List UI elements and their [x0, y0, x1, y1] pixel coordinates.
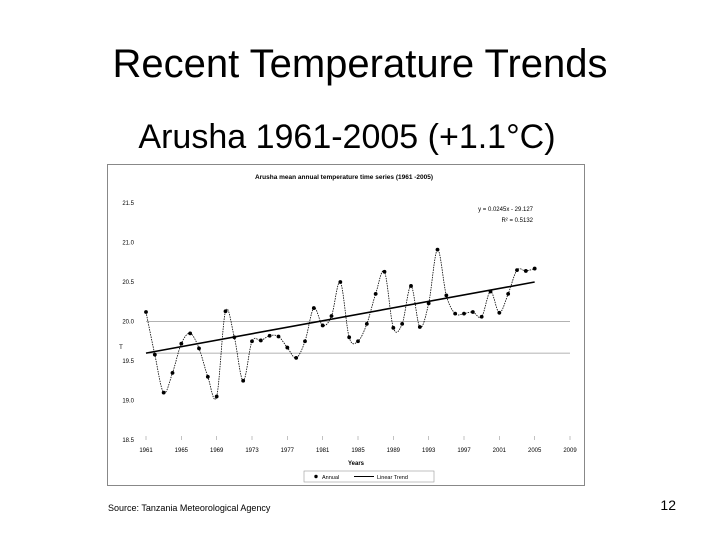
data-point — [179, 341, 184, 346]
y-tick-label: 21.0 — [122, 241, 134, 247]
chart-title: Arusha mean annual temperature time seri… — [255, 174, 433, 181]
data-point — [409, 284, 413, 288]
data-point — [364, 321, 369, 326]
data-point — [453, 311, 458, 316]
data-point — [479, 314, 484, 319]
y-tick-label: 19.5 — [122, 359, 134, 365]
chart-frame: Arusha mean annual temperature time seri… — [107, 164, 585, 486]
data-point — [161, 390, 166, 395]
x-tick-label: 2005 — [528, 448, 542, 454]
data-point — [515, 268, 519, 273]
data-point — [188, 331, 193, 336]
x-tick-label: 1993 — [422, 448, 436, 454]
data-point — [391, 325, 396, 330]
data-point — [258, 338, 263, 343]
data-point — [338, 280, 343, 284]
x-tick-label: 1965 — [175, 448, 189, 454]
x-tick-label: 1973 — [245, 448, 259, 454]
x-tick-label: 1981 — [316, 448, 330, 454]
slide-subtitle: Arusha 1961-2005 (+1.1°C) — [138, 118, 556, 156]
data-point — [294, 355, 299, 360]
axis-ticks: 21.5 21.0 20.5 20.0 19.5 19.0 18.5 1961 1965 1969… — [122, 201, 577, 454]
y-tick-label: 21.5 — [122, 201, 134, 207]
data-point — [532, 266, 537, 271]
legend-label-trend: Linear Trend — [377, 475, 408, 481]
legend-marker-annual — [314, 474, 318, 479]
data-point — [426, 301, 431, 306]
data-point — [417, 325, 422, 329]
x-tick-label: 2001 — [493, 448, 507, 454]
data-point — [329, 314, 334, 318]
x-tick-label: 1989 — [387, 448, 401, 454]
data-point — [276, 334, 281, 339]
x-tick-label: 1961 — [139, 448, 153, 454]
data-point — [144, 310, 148, 314]
data-point — [400, 321, 405, 326]
data-series — [144, 247, 537, 400]
data-point — [214, 394, 219, 399]
y-tick-label: 18.5 — [122, 438, 134, 444]
data-point — [241, 378, 246, 383]
data-point — [462, 311, 466, 316]
x-tick-label: 1997 — [457, 448, 471, 454]
x-tick-label: 1985 — [351, 448, 365, 454]
data-point — [285, 345, 290, 350]
y-axis-label: T — [119, 345, 123, 351]
data-point — [223, 309, 228, 314]
chart-legend: Annual Linear Trend — [303, 470, 435, 483]
data-point — [382, 269, 387, 274]
data-point — [320, 323, 325, 328]
y-tick-label: 20.5 — [122, 280, 134, 286]
data-point — [497, 310, 502, 315]
x-axis-label: Years — [348, 461, 365, 467]
source-note: Source: Tanzania Meteorological Agency — [108, 503, 271, 513]
data-point — [170, 370, 175, 375]
data-point — [267, 333, 272, 338]
r-squared: R² = 0.5132 — [501, 218, 533, 224]
x-tick-label: 1977 — [281, 448, 295, 454]
data-point — [152, 352, 157, 357]
data-point — [444, 293, 449, 298]
x-tick-label: 2009 — [563, 448, 577, 454]
data-point — [250, 339, 254, 344]
y-tick-label: 20.0 — [122, 320, 134, 326]
data-point — [435, 247, 440, 252]
reference-lines — [146, 321, 570, 354]
data-point — [347, 335, 352, 340]
temperature-chart: Arusha mean annual temperature time seri… — [119, 174, 577, 483]
data-point — [373, 291, 378, 296]
data-point — [356, 339, 360, 344]
data-point — [470, 310, 475, 314]
legend-label-annual: Annual — [322, 475, 339, 481]
y-tick-label: 19.0 — [122, 399, 134, 405]
slide-title: Recent Temperature Trends — [112, 42, 608, 86]
series-line-annual — [145, 249, 535, 400]
x-tick-label: 1969 — [210, 448, 224, 454]
trend-equation: y = 0.0245x - 29.127 — [478, 207, 534, 213]
data-point — [506, 291, 511, 296]
data-point — [523, 269, 528, 273]
data-point — [197, 346, 201, 351]
series-line-linear-trend — [145, 281, 535, 354]
data-point — [205, 374, 210, 379]
page-number: 12 — [660, 497, 676, 513]
data-point — [311, 306, 316, 310]
data-point — [303, 339, 307, 344]
